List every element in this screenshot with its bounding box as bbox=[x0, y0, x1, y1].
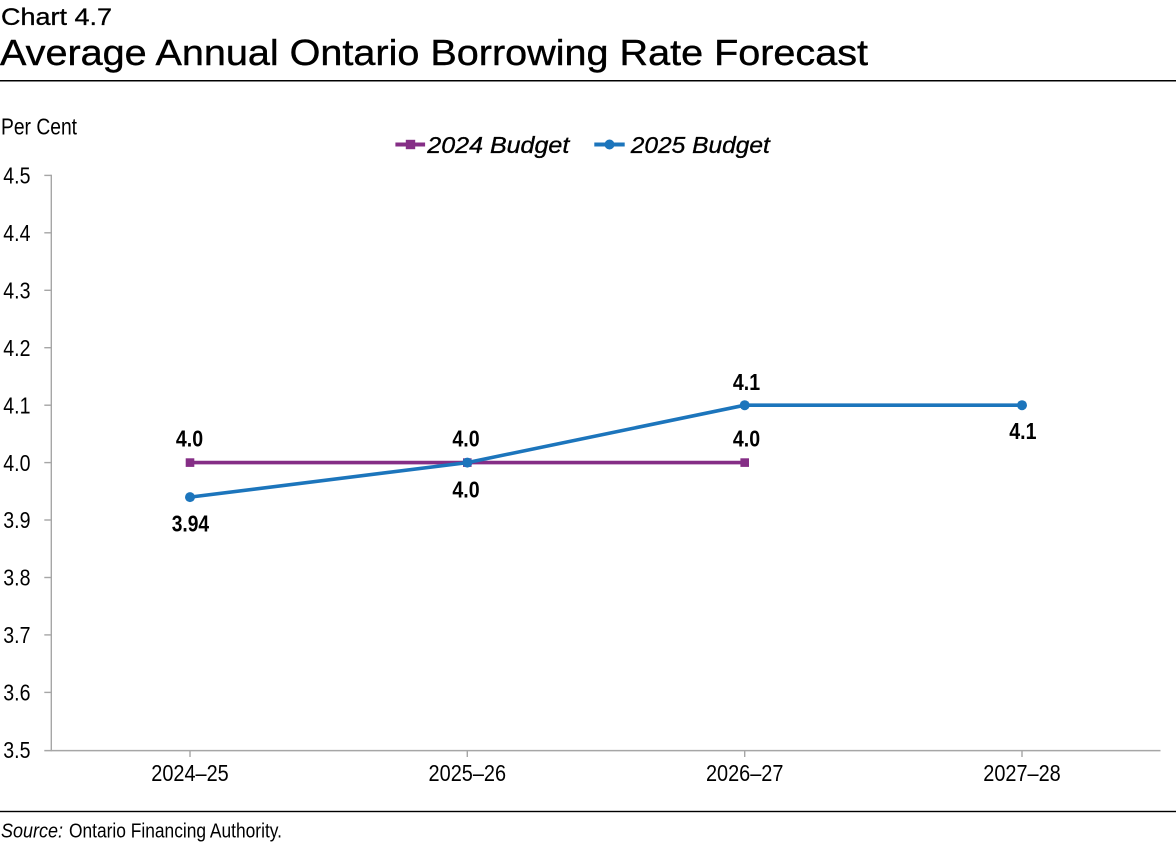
svg-text:Per Cent: Per Cent bbox=[1, 113, 78, 139]
svg-text:2025 Budget: 2025 Budget bbox=[630, 132, 772, 158]
svg-text:4.0: 4.0 bbox=[452, 476, 479, 502]
svg-text:Average Annual Ontario Borrowi: Average Annual Ontario Borrowing Rate Fo… bbox=[0, 32, 868, 73]
svg-text:3.94: 3.94 bbox=[172, 511, 210, 537]
svg-text:4.1: 4.1 bbox=[3, 392, 30, 418]
svg-text:Ontario Financing Authority.: Ontario Financing Authority. bbox=[69, 820, 282, 843]
svg-text:4.0: 4.0 bbox=[176, 426, 203, 452]
svg-text:4.4: 4.4 bbox=[3, 220, 30, 246]
svg-text:2026–27: 2026–27 bbox=[706, 760, 784, 786]
svg-text:2027–28: 2027–28 bbox=[983, 760, 1061, 786]
svg-text:2024–25: 2024–25 bbox=[151, 760, 229, 786]
svg-text:4.1: 4.1 bbox=[1009, 418, 1036, 444]
svg-text:2024 Budget: 2024 Budget bbox=[426, 132, 571, 158]
svg-text:2025–26: 2025–26 bbox=[429, 760, 507, 786]
svg-text:Source:: Source: bbox=[1, 820, 63, 843]
svg-text:4.5: 4.5 bbox=[3, 163, 30, 189]
svg-text:4.0: 4.0 bbox=[452, 426, 479, 452]
svg-text:3.5: 3.5 bbox=[3, 737, 30, 763]
svg-text:3.8: 3.8 bbox=[3, 565, 30, 591]
svg-text:4.3: 4.3 bbox=[3, 278, 30, 304]
svg-text:4.0: 4.0 bbox=[733, 426, 760, 452]
svg-text:3.9: 3.9 bbox=[3, 507, 30, 533]
svg-text:3.6: 3.6 bbox=[3, 680, 30, 706]
svg-text:4.0: 4.0 bbox=[3, 450, 30, 476]
svg-text:4.1: 4.1 bbox=[733, 369, 760, 395]
svg-text:Chart 4.7: Chart 4.7 bbox=[1, 4, 112, 31]
svg-text:4.2: 4.2 bbox=[3, 335, 30, 361]
svg-text:3.7: 3.7 bbox=[3, 622, 30, 648]
